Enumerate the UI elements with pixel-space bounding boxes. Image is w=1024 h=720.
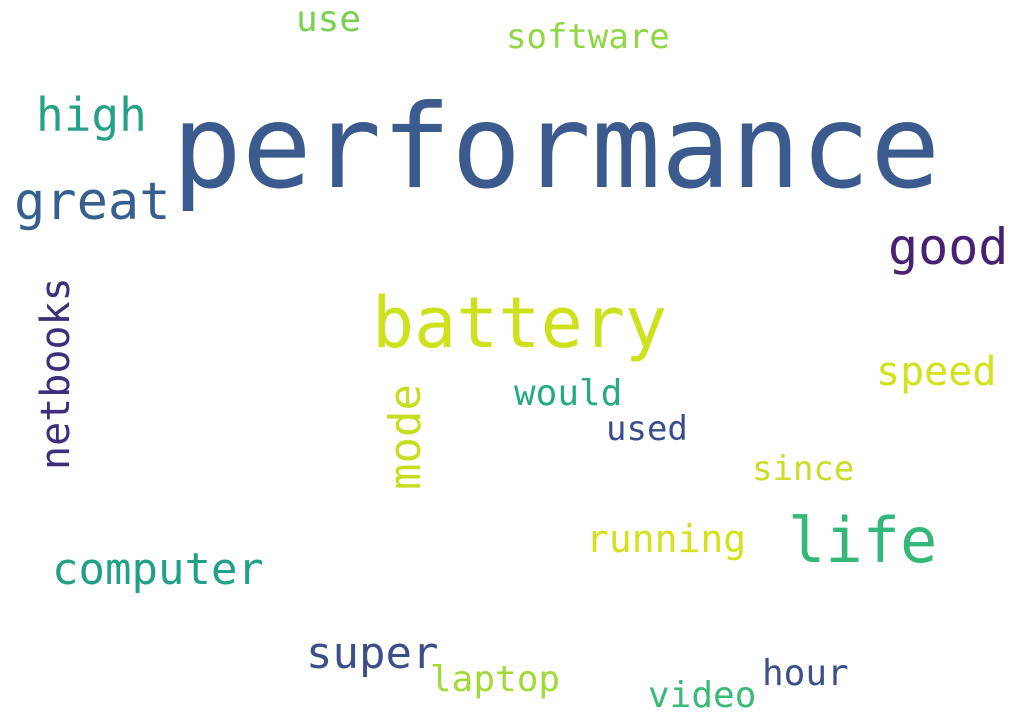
word-netbooks: netbooks <box>33 277 79 470</box>
word-performance: performance <box>172 80 941 215</box>
word-would: would <box>514 373 623 414</box>
word-high: high <box>36 88 147 142</box>
word-running: running <box>586 517 747 561</box>
word-mode: mode <box>380 384 431 490</box>
word-battery: battery <box>372 282 668 364</box>
word-speed: speed <box>876 349 997 395</box>
word-video: video <box>648 675 757 716</box>
word-since: since <box>752 449 855 489</box>
word-great: great <box>14 172 171 232</box>
word-life: life <box>788 504 938 577</box>
word-hour: hour <box>762 653 849 694</box>
word-laptop: laptop <box>430 659 561 700</box>
word-computer: computer <box>52 544 264 595</box>
word-used: used <box>606 409 688 449</box>
word-use: use <box>296 0 362 40</box>
word-super: super <box>306 628 439 679</box>
word-good: good <box>888 218 1009 276</box>
word-software: software <box>506 17 670 57</box>
